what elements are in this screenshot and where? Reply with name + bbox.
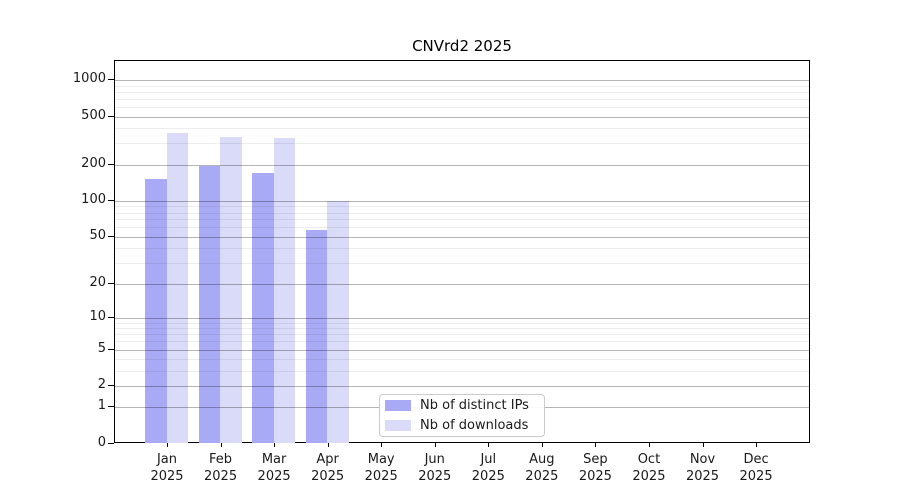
legend-label-downloads: Nb of downloads (420, 418, 529, 433)
x-tick-mark-sep (595, 443, 597, 447)
y-tick-label-2: 2 (97, 377, 106, 393)
gridline-minor (115, 106, 809, 108)
bar-downloads-apr (327, 200, 349, 443)
x-tick-label-mar: Mar 2025 (244, 451, 304, 485)
x-tick-year-feb: 2025 (204, 469, 238, 484)
legend-swatch-downloads (385, 420, 411, 431)
bar-downloads-feb (220, 136, 242, 443)
bar-ips-apr (305, 230, 328, 443)
y-tick-mark-20 (108, 282, 114, 284)
x-tick-mark-jun (434, 443, 436, 447)
legend-swatch-distinct-ips (385, 400, 411, 411)
x-tick-mark-feb (220, 443, 222, 447)
gridline-major (115, 80, 809, 82)
y-tick-mark-2 (108, 385, 114, 387)
y-tick-mark-0 (108, 443, 114, 444)
x-tick-label-apr: Apr 2025 (298, 451, 358, 485)
plot-area (114, 60, 810, 443)
x-tick-label-aug: Aug 2025 (512, 451, 572, 485)
y-tick-label-50: 50 (89, 227, 106, 243)
y-tick-mark-10 (108, 316, 114, 318)
x-tick-year-jan: 2025 (150, 469, 184, 484)
legend-label-distinct-ips: Nb of distinct IPs (420, 398, 529, 413)
x-tick-mark-jan (167, 443, 168, 447)
gridline-minor (115, 91, 809, 93)
bar-ips-mar (252, 173, 274, 443)
x-tick-label-jul: Jul 2025 (458, 451, 518, 485)
x-tick-mark-nov (702, 443, 704, 447)
gridline-minor (115, 128, 809, 130)
y-tick-label-1000: 1000 (72, 71, 106, 87)
x-tick-mark-aug (541, 443, 543, 447)
x-tick-label-jan: Jan 2025 (137, 451, 197, 485)
x-tick-label-jun: Jun 2025 (405, 451, 465, 485)
bar-ips-jan (145, 178, 167, 443)
y-tick-mark-200 (108, 163, 114, 165)
x-tick-label-dec: Dec 2025 (726, 451, 786, 485)
x-tick-label-nov: Nov 2025 (673, 451, 733, 485)
x-tick-label-feb: Feb 2025 (191, 451, 251, 485)
bar-ips-feb (198, 165, 221, 443)
x-tick-mark-apr (327, 443, 329, 447)
x-tick-year-oct: 2025 (632, 469, 666, 484)
bar-downloads-mar (273, 138, 296, 443)
y-tick-label-1: 1 (97, 398, 106, 414)
y-tick-label-10: 10 (89, 308, 106, 324)
x-tick-year-may: 2025 (364, 469, 398, 484)
legend-item-distinct-ips: Nb of distinct IPs (385, 398, 538, 413)
y-tick-mark-1000 (108, 79, 114, 81)
y-tick-label-0: 0 (97, 435, 106, 450)
y-tick-label-100: 100 (81, 191, 106, 207)
y-tick-label-20: 20 (89, 274, 106, 290)
y-tick-label-5: 5 (97, 340, 106, 356)
y-tick-mark-500 (108, 115, 114, 117)
chart-title: CNVrd2 2025 (412, 37, 512, 55)
x-tick-mark-oct (648, 443, 650, 447)
gridline-minor (115, 85, 809, 87)
bar-downloads-jan (166, 133, 188, 443)
x-tick-mark-mar (274, 443, 276, 447)
legend: Nb of distinct IPs Nb of downloads (379, 394, 545, 437)
x-tick-year-aug: 2025 (525, 469, 559, 484)
y-tick-mark-5 (108, 348, 114, 350)
x-tick-year-jun: 2025 (418, 469, 452, 484)
legend-item-downloads: Nb of downloads (385, 418, 538, 433)
gridline-major (115, 116, 809, 118)
y-tick-label-200: 200 (81, 155, 106, 171)
x-tick-year-nov: 2025 (685, 469, 720, 484)
x-tick-mark-jul (488, 443, 490, 447)
y-tick-label-500: 500 (81, 107, 106, 123)
x-tick-year-jul: 2025 (471, 469, 505, 484)
x-tick-mark-dec (756, 443, 758, 447)
y-tick-mark-1 (108, 406, 114, 408)
x-tick-label-oct: Oct 2025 (619, 451, 679, 485)
y-tick-mark-50 (108, 235, 114, 237)
x-tick-mark-may (381, 443, 383, 447)
x-tick-year-sep: 2025 (578, 469, 612, 484)
gridline-minor (115, 98, 809, 100)
x-tick-year-dec: 2025 (739, 469, 773, 484)
x-tick-label-may: May 2025 (351, 451, 411, 485)
x-tick-year-apr: 2025 (311, 469, 345, 484)
x-tick-year-mar: 2025 (257, 469, 291, 484)
y-tick-mark-100 (108, 199, 114, 201)
x-tick-label-sep: Sep 2025 (565, 451, 625, 485)
